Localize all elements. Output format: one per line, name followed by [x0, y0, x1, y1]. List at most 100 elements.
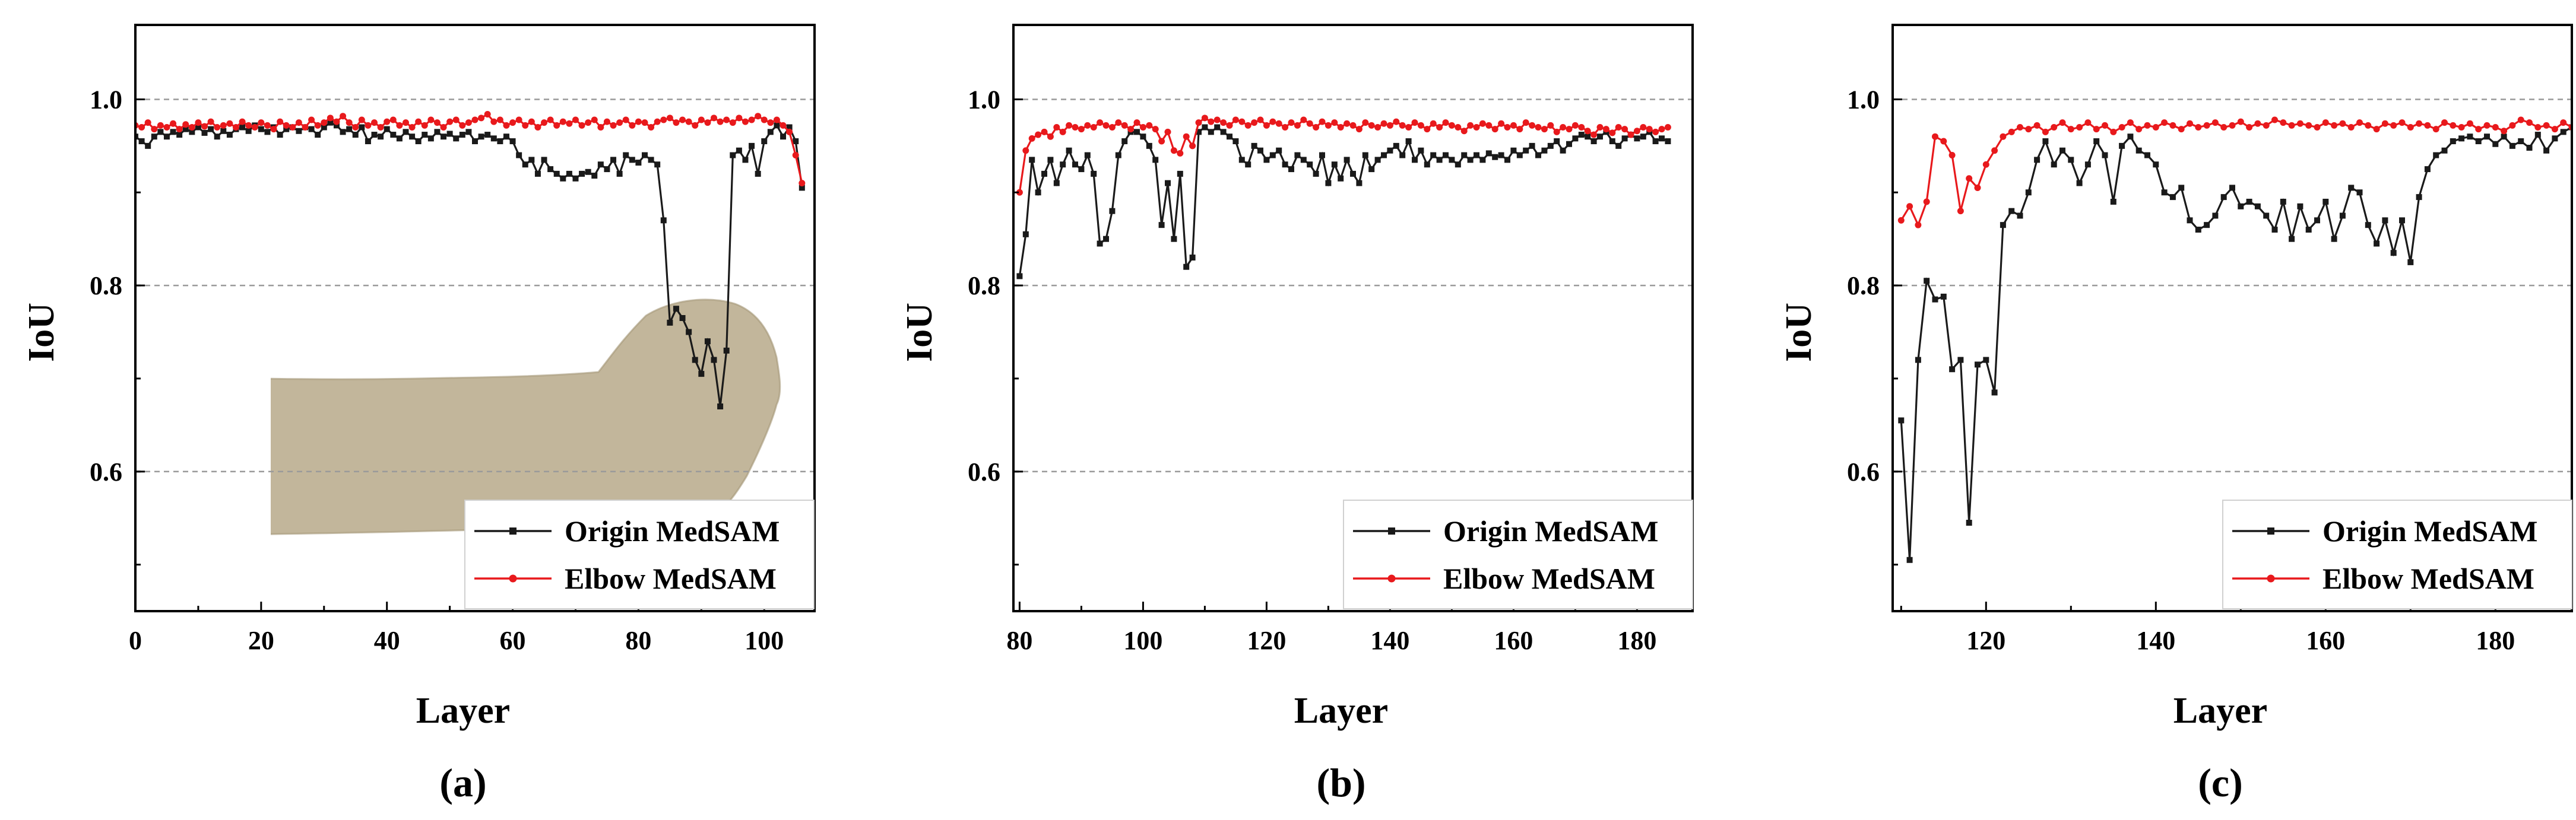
data-point-188 [2560, 119, 2567, 126]
data-point-185 [1664, 124, 1671, 131]
data-point-45 [415, 138, 422, 145]
data-point-137 [2127, 134, 2134, 140]
data-point-183 [1652, 128, 1659, 135]
data-point-84 [660, 217, 667, 224]
data-point-121 [1991, 147, 1998, 154]
data-point-103 [780, 122, 787, 129]
data-point-123 [2008, 208, 2015, 214]
data-point-39 [378, 134, 384, 140]
data-point-158 [2305, 122, 2312, 129]
data-point-106 [1177, 150, 1184, 157]
data-point-128 [2051, 161, 2057, 168]
data-point-71 [578, 122, 585, 129]
data-point-78 [623, 152, 629, 158]
data-point-155 [1479, 157, 1486, 163]
series-elbow-medsam [1897, 116, 2572, 228]
data-point-105 [1170, 147, 1177, 154]
data-point-171 [1578, 124, 1585, 131]
data-point-132 [1337, 124, 1344, 131]
legend-swatch-marker [2267, 574, 2275, 583]
data-point-170 [1571, 122, 1579, 129]
data-point-157 [1491, 126, 1498, 133]
data-point-111 [1906, 557, 1913, 563]
data-point-121 [1991, 389, 1998, 396]
data-point-142 [1399, 152, 1406, 158]
data-point-9 [188, 124, 195, 131]
data-point-57 [490, 118, 498, 125]
data-point-127 [2042, 128, 2049, 135]
data-point-85 [1047, 133, 1054, 140]
data-point-132 [1338, 175, 1344, 182]
data-point-143 [2178, 126, 2185, 133]
data-point-103 [780, 134, 787, 140]
chart-panel-1: 0 20 40 60 80 100 0.6 0.8 1.0 Layer IoU Origin MedS… [21, 24, 816, 805]
series-line [1900, 119, 2572, 228]
data-point-157 [1492, 154, 1498, 160]
data-point-163 [1529, 142, 1535, 149]
data-point-149 [2229, 122, 2236, 129]
data-point-2 [145, 142, 151, 149]
x-tick-label-160: 160 [1494, 626, 1533, 655]
data-point-134 [2102, 122, 2108, 129]
data-point-173 [1590, 131, 1598, 138]
data-point-94 [1103, 236, 1109, 242]
data-point-91 [704, 338, 711, 345]
data-point-113 [1220, 129, 1227, 135]
data-point-106 [799, 180, 806, 187]
data-point-41 [390, 132, 397, 138]
data-point-141 [1393, 142, 1399, 149]
x-tick-label-120: 120 [1247, 626, 1286, 655]
data-point-181 [2501, 134, 2507, 140]
data-point-50 [446, 118, 454, 125]
data-point-154 [1473, 124, 1480, 131]
data-point-173 [2433, 152, 2439, 158]
bone-silhouette [271, 299, 780, 535]
data-point-81 [641, 119, 648, 126]
data-point-35 [352, 132, 359, 138]
data-point-162 [1522, 119, 1529, 126]
y-tick-label-0.6: 0.6 [90, 457, 122, 487]
data-point-117 [1957, 208, 1964, 215]
y-axis-label: IoU [21, 303, 62, 362]
data-point-83 [1035, 189, 1041, 196]
data-point-104 [1164, 128, 1171, 135]
data-point-119 [1975, 361, 1981, 368]
data-point-113 [1220, 119, 1227, 126]
data-point-163 [1529, 122, 1536, 129]
data-point-60 [509, 119, 517, 126]
data-point-66 [547, 166, 554, 173]
data-point-38 [371, 119, 378, 126]
data-point-186 [2543, 147, 2550, 154]
legend: Origin MedSAM Elbow MedSAM [2222, 500, 2572, 609]
data-point-152 [1460, 128, 1468, 135]
data-point-125 [2025, 126, 2032, 133]
data-point-179 [2483, 122, 2491, 129]
legend-label: Elbow MedSAM [2322, 562, 2534, 595]
data-point-125 [2025, 189, 2032, 196]
data-point-121 [1269, 118, 1276, 125]
data-point-82 [648, 124, 655, 131]
data-point-156 [1485, 122, 1493, 129]
data-point-80 [635, 160, 642, 166]
data-point-164 [2356, 189, 2363, 196]
y-tick-label-0.6: 0.6 [968, 457, 1000, 487]
data-point-152 [1461, 152, 1468, 158]
data-point-58 [496, 116, 503, 123]
data-point-141 [1393, 118, 1400, 125]
data-point-55 [478, 134, 484, 140]
data-point-125 [1294, 152, 1301, 158]
data-point-178 [2475, 126, 2482, 133]
data-point-90 [698, 116, 705, 123]
data-point-95 [730, 152, 736, 158]
data-point-108 [1189, 255, 1196, 261]
data-point-177 [2467, 134, 2473, 140]
data-point-70 [572, 116, 579, 123]
data-point-129 [1319, 152, 1325, 158]
data-point-167 [2381, 120, 2388, 127]
data-point-110 [1898, 417, 1905, 424]
data-point-103 [1158, 222, 1165, 228]
data-point-163 [2348, 185, 2355, 191]
data-point-116 [1949, 366, 1956, 373]
data-point-156 [2288, 122, 2295, 129]
x-axis-label: Layer [2173, 691, 2267, 731]
